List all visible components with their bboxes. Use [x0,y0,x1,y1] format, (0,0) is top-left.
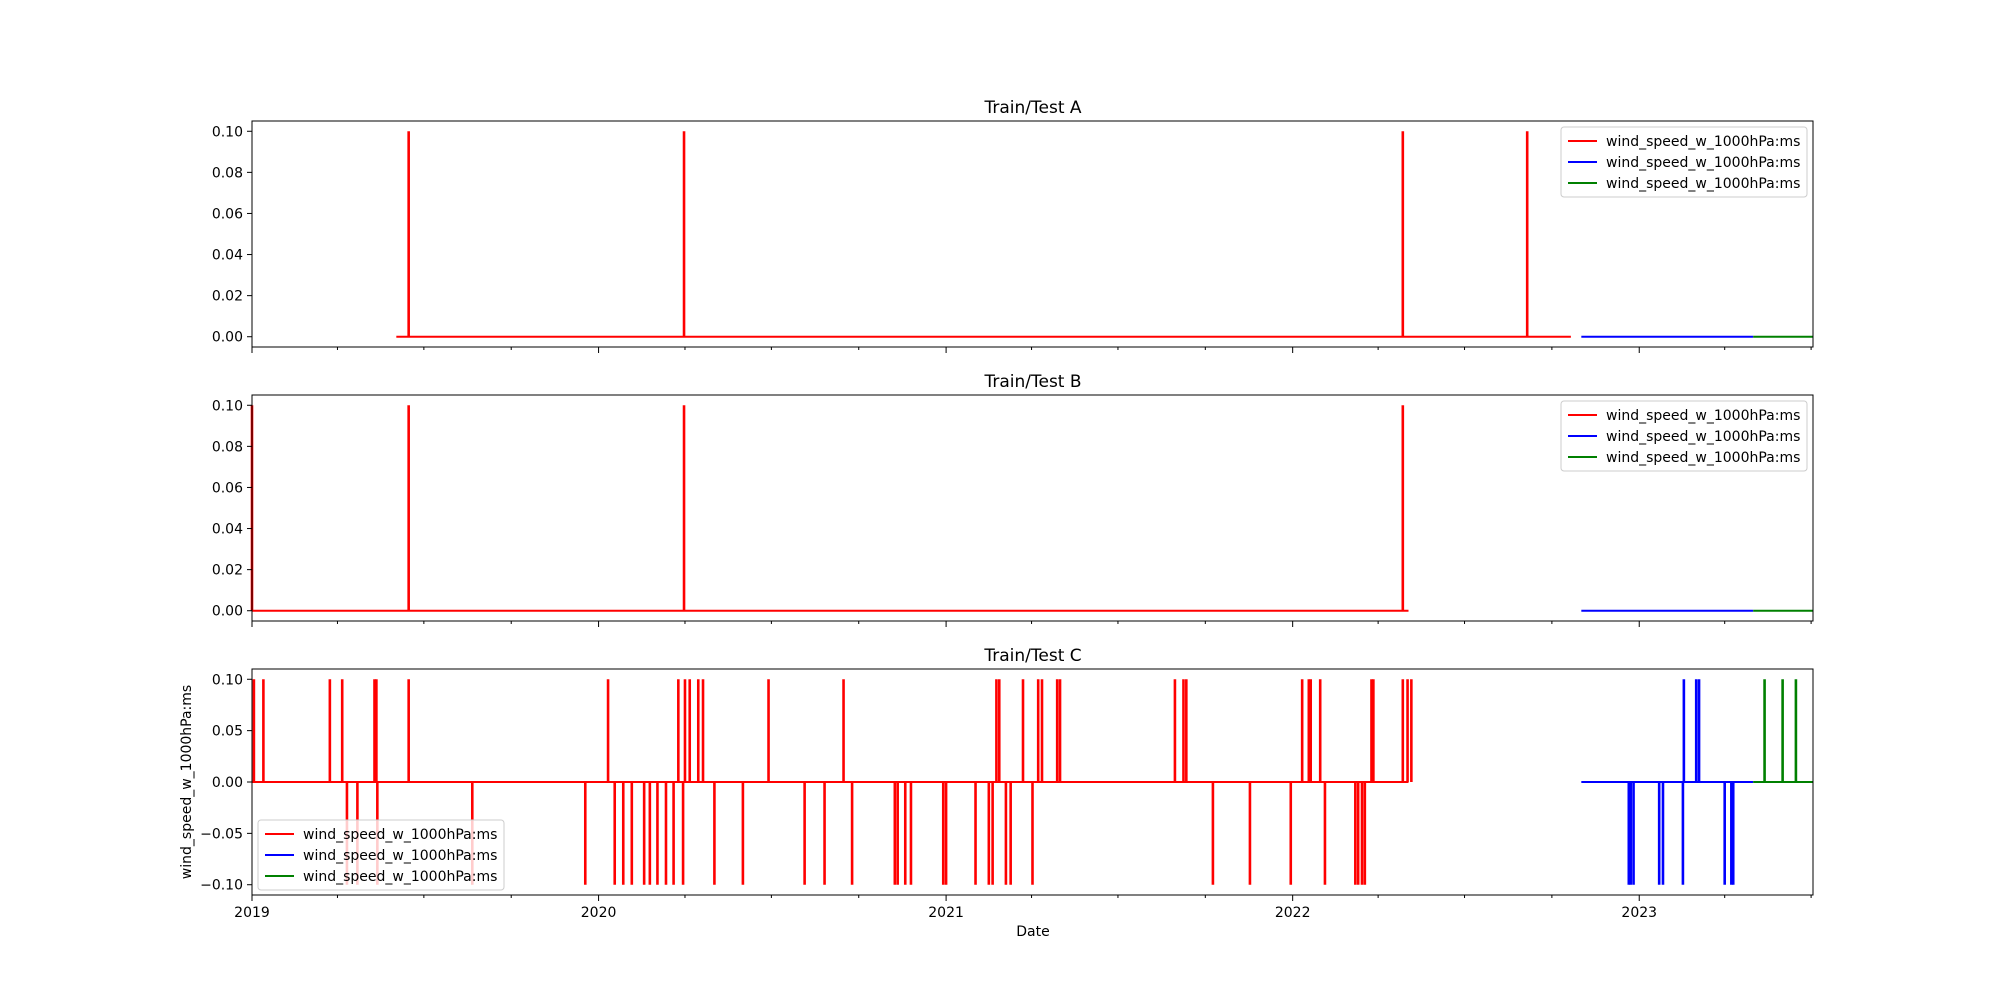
subplot-b-y-ticks: 0.00 0.02 0.04 0.06 0.08 0.10 [212,398,252,620]
series-2 [1753,679,1813,783]
x-axis-label: Date [1016,924,1049,940]
y-tick-label: 0.10 [212,398,243,414]
subplot-a-legend: wind_speed_w_1000hPa:ms wind_speed_w_100… [1560,126,1808,198]
y-tick-label: 0.08 [212,165,243,181]
y-tick-label: 0.04 [212,522,243,538]
legend-box [1560,400,1808,472]
subplot-a: Train/Test A 0.00 0.02 0.04 0.06 0.08 0.10 wi… [212,98,1814,353]
subplot-b: Train/Test B 0.00 0.02 0.04 0.06 0.08 0.10 wi… [212,372,1814,627]
legend-label: wind_speed_w_1000hPa:ms [303,827,497,843]
series-1 [1581,679,1754,885]
y-tick-label: 0.02 [212,289,243,305]
y-axis-label: wind_speed_w_1000hPa:ms [179,685,195,879]
legend-label: wind_speed_w_1000hPa:ms [1606,155,1800,171]
y-tick-label: 0.06 [212,206,243,222]
subplot-a-title: Train/Test A [983,98,1081,118]
subplot-c: Train/Test C −0.10 −0.05 0.00 0.05 0.10 2019… [200,646,1814,921]
subplot-a-frame [251,120,1814,348]
y-tick-label: 0.10 [212,124,243,140]
y-tick-label: 0.10 [212,672,243,688]
x-tick-label: 2022 [1275,905,1311,921]
x-tick-label: 2021 [928,905,964,921]
legend-label: wind_speed_w_1000hPa:ms [303,848,497,864]
subplot-a-x-ticks [251,347,1812,353]
subplot-b-legend: wind_speed_w_1000hPa:ms wind_speed_w_100… [1560,400,1808,472]
legend-box [257,819,505,891]
y-tick-label: 0.05 [212,724,243,740]
subplot-a-y-ticks: 0.00 0.02 0.04 0.06 0.08 0.10 [212,124,252,346]
subplot-a-plot [396,131,1813,338]
y-tick-label: 0.02 [212,563,243,579]
y-tick-label: 0.00 [212,604,243,620]
x-tick-label: 2023 [1621,905,1657,921]
legend-label: wind_speed_w_1000hPa:ms [1606,450,1800,466]
subplot-c-title: Train/Test C [983,646,1081,666]
y-tick-label: 0.00 [212,330,243,346]
subplot-c-x-ticks: 2019 2020 2021 2022 2023 [234,895,1812,921]
y-tick-label: 0.08 [212,439,243,455]
x-tick-label: 2020 [581,905,617,921]
legend-box [1560,126,1808,198]
subplot-c-legend: wind_speed_w_1000hPa:ms wind_speed_w_100… [257,819,505,891]
legend-label: wind_speed_w_1000hPa:ms [303,869,497,885]
subplot-c-y-ticks: −0.10 −0.05 0.00 0.05 0.10 [200,672,252,894]
x-tick-label: 2019 [234,905,270,921]
y-tick-label: −0.05 [200,826,243,842]
y-tick-label: 0.06 [212,480,243,496]
subplot-b-title: Train/Test B [983,372,1081,392]
legend-label: wind_speed_w_1000hPa:ms [1606,134,1800,150]
legend-label: wind_speed_w_1000hPa:ms [1606,408,1800,424]
subplot-b-frame [251,394,1814,622]
legend-label: wind_speed_w_1000hPa:ms [1606,176,1800,192]
subplot-b-x-ticks [251,621,1812,627]
legend-label: wind_speed_w_1000hPa:ms [1606,429,1800,445]
y-tick-label: 0.04 [212,248,243,264]
y-tick-label: −0.10 [200,878,243,894]
y-tick-label: 0.00 [212,775,243,791]
series-0 [396,131,1571,338]
